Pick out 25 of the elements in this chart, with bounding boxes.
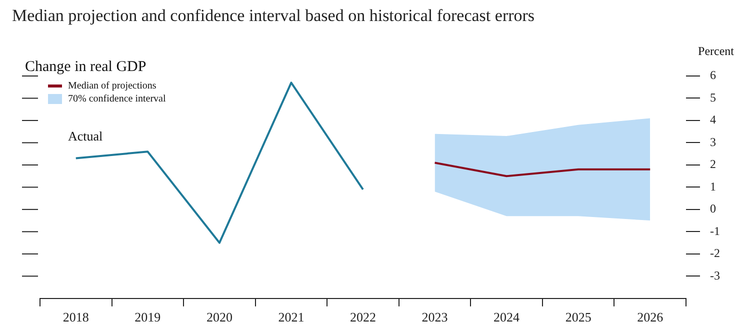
y-tick-label: -3 (710, 268, 720, 282)
chart-subtitle: Change in real GDP (25, 58, 146, 75)
x-tick-label: 2018 (62, 310, 89, 325)
y-tick-label: 5 (710, 90, 716, 104)
x-tick-label: 2024 (494, 310, 520, 325)
y-tick-label: -1 (710, 224, 720, 238)
y-tick-label: 2 (710, 157, 716, 172)
chart-title: Median projection and confidence interval based on historical forecast errors (12, 6, 535, 26)
x-tick-label: 2025 (565, 310, 592, 325)
y-tick-label: 6 (710, 68, 716, 82)
y-tick-label: 1 (710, 179, 716, 194)
y-tick-label: 4 (710, 112, 716, 127)
x-tick-label: 2019 (134, 310, 161, 325)
x-tick-label: 2023 (422, 310, 448, 325)
y-tick-label: 3 (710, 134, 716, 149)
legend-label: Median of projections (68, 80, 156, 92)
x-tick-label: 2021 (278, 310, 304, 325)
x-tick-label: 2022 (350, 310, 376, 325)
legend-label: 70% confidence interval (68, 94, 166, 105)
x-tick-label: 2026 (637, 310, 664, 325)
annotation: Actual (68, 128, 104, 144)
y-tick-label: 0 (710, 202, 716, 216)
y-axis-title: Percent (698, 44, 735, 58)
x-tick-label: 2020 (206, 310, 232, 325)
y-tick-label: -2 (710, 246, 720, 260)
